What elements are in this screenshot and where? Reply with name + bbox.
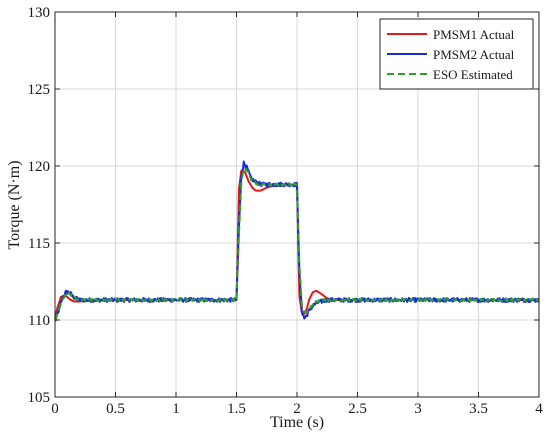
x-tick-label: 4 [535, 401, 543, 417]
y-axis-label: Torque (N·m) [6, 160, 23, 249]
x-tick-label: 0.5 [106, 401, 125, 417]
y-tick-label: 125 [28, 82, 51, 98]
x-axis: 0 0.5 1 1.5 2 2.5 3 3.5 4 [51, 12, 543, 417]
legend-label: PMSM1 Actual [433, 27, 515, 42]
y-tick-label: 105 [28, 390, 51, 406]
series-layer [54, 160, 540, 322]
x-tick-label: 1.5 [227, 401, 246, 417]
y-axis: 105 110 115 120 125 130 [28, 5, 539, 406]
series-line-eso-estimated [54, 167, 540, 321]
x-tick-label: 0 [51, 401, 59, 417]
x-tick-label: 3.5 [469, 401, 488, 417]
legend-label: PMSM2 Actual [433, 47, 515, 62]
y-tick-label: 115 [28, 236, 50, 252]
y-tick-label: 110 [28, 313, 50, 329]
y-tick-label: 120 [28, 159, 51, 175]
x-tick-label: 2 [293, 401, 301, 417]
y-tick-label: 130 [28, 5, 51, 21]
x-axis-label: Time (s) [270, 414, 324, 431]
x-tick-label: 1 [172, 401, 180, 417]
legend-label: ESO Estimated [433, 67, 513, 82]
x-tick-label: 2.5 [348, 401, 367, 417]
legend: PMSM1 Actual PMSM2 Actual ESO Estimated [379, 18, 534, 90]
x-tick-label: 3 [414, 401, 422, 417]
